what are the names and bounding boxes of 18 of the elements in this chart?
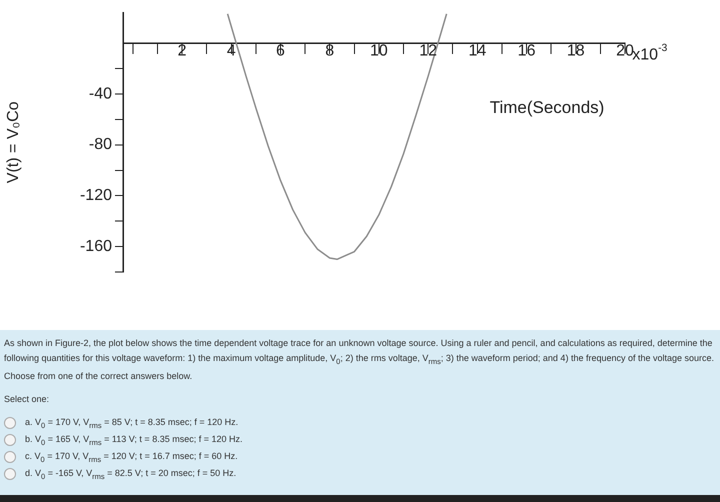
text: d. V$_{0}$ = -165 V, V$_{rms}$ = 82.5 V; t = 20 msec; f = 50 Hz. — [25, 468, 236, 481]
y-tick-label: -80 — [88, 136, 112, 154]
y-tick-label: -160 — [80, 238, 112, 255]
x-tick-label: 10 — [370, 42, 388, 60]
x-tick-label: 14 — [468, 42, 486, 60]
text: c. V$_{0}$ = 170 V, V$_{rms}$ = 120 V; t = 16.7 msec; f = 60 Hz. — [25, 450, 238, 464]
text: Select one: — [4, 392, 50, 406]
x-tick-label: 18 — [566, 42, 585, 60]
y-tick-label: -40 — [88, 85, 112, 102]
y-axis-title: V(t) = V₀Co — [5, 101, 22, 184]
x-tick-label: 16 — [518, 42, 536, 60]
text: a. V$_{0}$ = 170 V, V$_{rms}$ = 85 V; t = 8.35 msec; f = 120 Hz. — [25, 416, 238, 430]
y-tick-label: -120 — [80, 187, 112, 204]
text: b. V$_{0}$ = 165 V, V$_{rms}$ = 113 V; t = 8.35 msec; f = 120 Hz. — [25, 434, 242, 447]
text: As shown in Figure-2, the plot below shows the time dependent voltage trace for an unknown voltage source. Using a ruler and pencil, and calculations as required, determine the following quantities for this voltage waveform: 1) the maximum voltage amplitude, V$_{0}$; 2) the rms voltage, V$_{rms}$; 3) the waveform period; and 4) the frequency of the voltage source. Choose from one of the correct answers below. — [4, 338, 714, 381]
x-axis-title: Time(Seconds) — [490, 98, 604, 117]
x-tick-label: 20 — [616, 42, 634, 60]
x-tick-label: 12 — [419, 42, 438, 60]
